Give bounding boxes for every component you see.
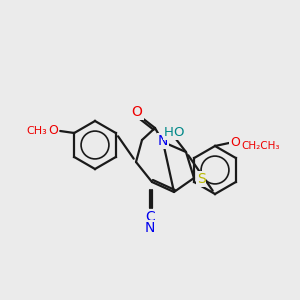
Text: H: H bbox=[164, 125, 174, 139]
Text: CH₃: CH₃ bbox=[27, 126, 48, 136]
Text: CH₂CH₃: CH₂CH₃ bbox=[242, 141, 280, 151]
Text: N: N bbox=[158, 134, 168, 148]
Text: S: S bbox=[196, 172, 206, 186]
Text: C: C bbox=[145, 210, 155, 224]
Text: N: N bbox=[145, 221, 155, 235]
Text: O: O bbox=[174, 125, 184, 139]
Text: O: O bbox=[132, 105, 142, 119]
Text: O: O bbox=[48, 124, 58, 137]
Text: O: O bbox=[230, 136, 240, 148]
